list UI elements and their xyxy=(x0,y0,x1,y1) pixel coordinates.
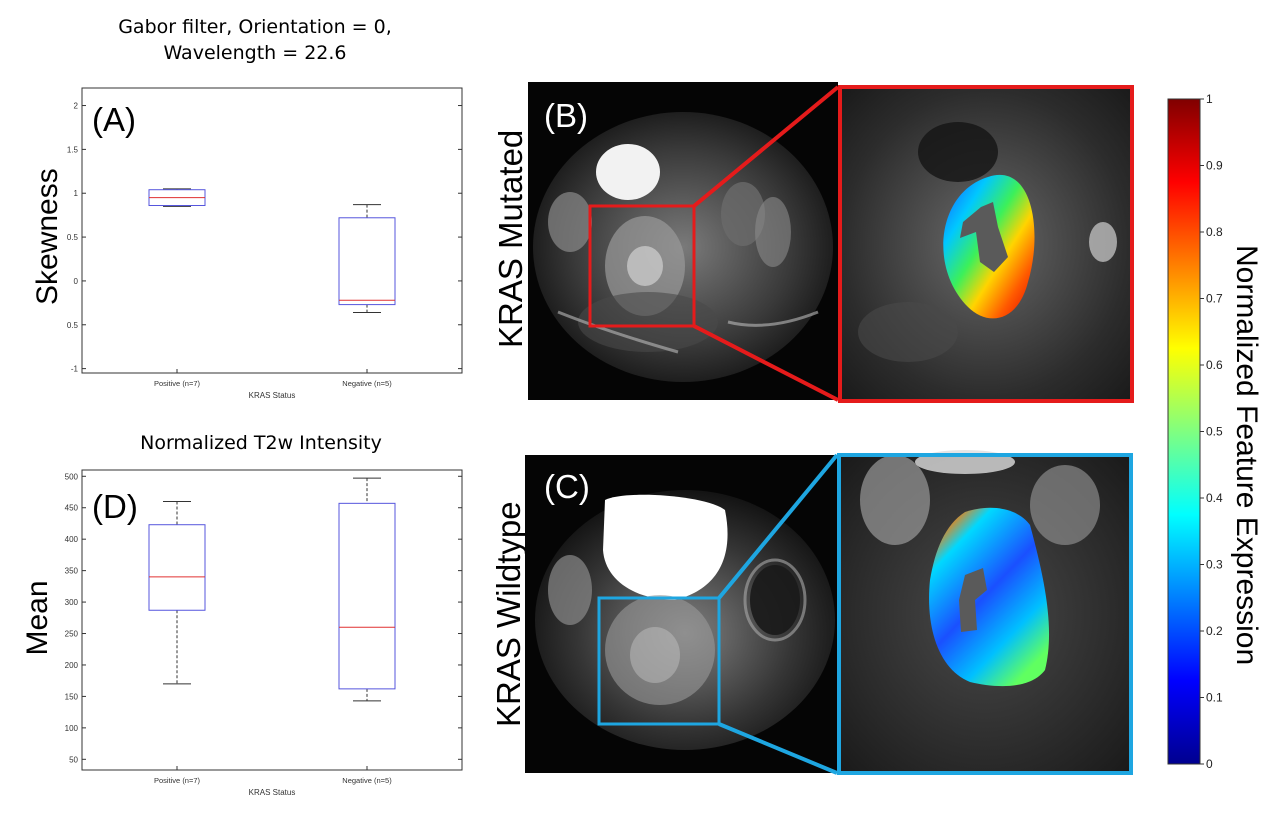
y-tick-label: 1.5 xyxy=(67,145,79,154)
colorbar: 1 0.9 0.8 0.7 0.6 0.5 0.4 0.3 0.2 0.1 0 xyxy=(1167,92,1223,771)
roi-line-top-c xyxy=(717,453,839,600)
plot-area xyxy=(81,469,463,771)
lumen-b xyxy=(960,202,1008,272)
colorbar-tick-label: 1 xyxy=(1206,92,1213,106)
y-tick-label: 2 xyxy=(74,102,79,111)
x-tick-label: Positive (n=7) xyxy=(154,379,201,388)
roi-line-bottom-b xyxy=(693,324,839,402)
colorbar-tick-label: 0.9 xyxy=(1206,159,1223,173)
chart-a-title: Gabor filter, Orientation = 0, Wavelengt… xyxy=(60,14,450,66)
colorbar-tick-label: 0.1 xyxy=(1206,691,1223,705)
chart-d-mean: 500 450 400 350 300 250 200 150 100 50 Positive (n… xyxy=(65,469,463,797)
y-tick-label: 1 xyxy=(74,189,79,198)
box-negative xyxy=(338,217,396,306)
plot-area xyxy=(81,87,463,374)
colorbar-tick-label: 0.2 xyxy=(1206,624,1223,638)
colorbar-tick-label: 0.8 xyxy=(1206,225,1223,239)
y-tick-label: 350 xyxy=(65,567,79,576)
y-tick-label: 300 xyxy=(65,598,79,607)
mri-panel-c xyxy=(525,450,1133,775)
y-tick-label: 200 xyxy=(65,661,79,670)
colorbar-tick-label: 0.4 xyxy=(1206,491,1223,505)
x-tick-label: Negative (n=5) xyxy=(342,379,392,388)
zoom-frame-b xyxy=(838,85,1134,403)
y-tick-label: 0.5 xyxy=(67,321,79,330)
panel-label-d: (D) xyxy=(92,488,138,525)
roi-box-b xyxy=(588,204,696,328)
y-tick-label: 450 xyxy=(65,504,79,513)
mri-panel-b xyxy=(528,82,1134,403)
chart-d-ylabel: Mean xyxy=(21,580,54,656)
mri-bladder-c xyxy=(603,494,728,600)
chart-a-title-line1: Gabor filter, Orientation = 0, xyxy=(118,16,392,38)
colorbar-tick-label: 0.7 xyxy=(1206,292,1223,306)
colorbar-tick-label: 0.6 xyxy=(1206,358,1223,372)
panel-label-c: (C) xyxy=(544,468,590,505)
row-label-mutated: KRAS Mutated xyxy=(492,129,529,348)
box-positive xyxy=(148,524,206,611)
colorbar-tick-label: 0.5 xyxy=(1206,425,1223,439)
box-negative xyxy=(338,502,396,690)
colorbar-tick-label: 0 xyxy=(1206,757,1213,771)
y-tick-label: 0 xyxy=(74,277,79,286)
colorbar-tick-label: 0.3 xyxy=(1206,558,1223,572)
chart-d-title: Normalized T2w Intensity xyxy=(140,432,382,454)
colorbar-gradient xyxy=(1167,98,1201,765)
roi-line-bottom-c xyxy=(718,722,838,775)
panel-label-b: (B) xyxy=(544,97,588,134)
chart-a-title-line2: Wavelength = 22.6 xyxy=(163,42,347,64)
y-tick-label: 500 xyxy=(65,472,79,481)
y-tick-label: 400 xyxy=(65,535,79,544)
x-axis-label: KRAS Status xyxy=(249,788,296,797)
y-tick-label: 100 xyxy=(65,724,79,733)
y-tick-label: -1 xyxy=(71,365,79,374)
roi-line-top-b xyxy=(692,85,840,208)
chart-a-skewness: 2 1.5 1 0.5 0 0.5 -1 Positive (n=7) Negative (n=… xyxy=(67,87,463,400)
mri-bladder-b xyxy=(596,144,660,200)
y-tick-label: 150 xyxy=(65,692,79,701)
roi-box-c xyxy=(597,596,721,726)
colorbar-label: Normalized Feature Expression xyxy=(1230,245,1263,666)
y-tick-label: 0.5 xyxy=(67,233,79,242)
tumor-map-c xyxy=(929,507,1050,687)
x-axis-label: KRAS Status xyxy=(249,391,296,400)
x-tick-label: Positive (n=7) xyxy=(154,776,201,785)
zoom-frame-c xyxy=(837,453,1133,775)
y-tick-label: 250 xyxy=(65,630,79,639)
lumen-c xyxy=(959,568,987,632)
x-tick-label: Negative (n=5) xyxy=(342,776,392,785)
panel-label-a: (A) xyxy=(92,101,136,138)
y-tick-label: 50 xyxy=(69,755,78,764)
row-label-wildtype: KRAS Wildtype xyxy=(490,501,527,727)
